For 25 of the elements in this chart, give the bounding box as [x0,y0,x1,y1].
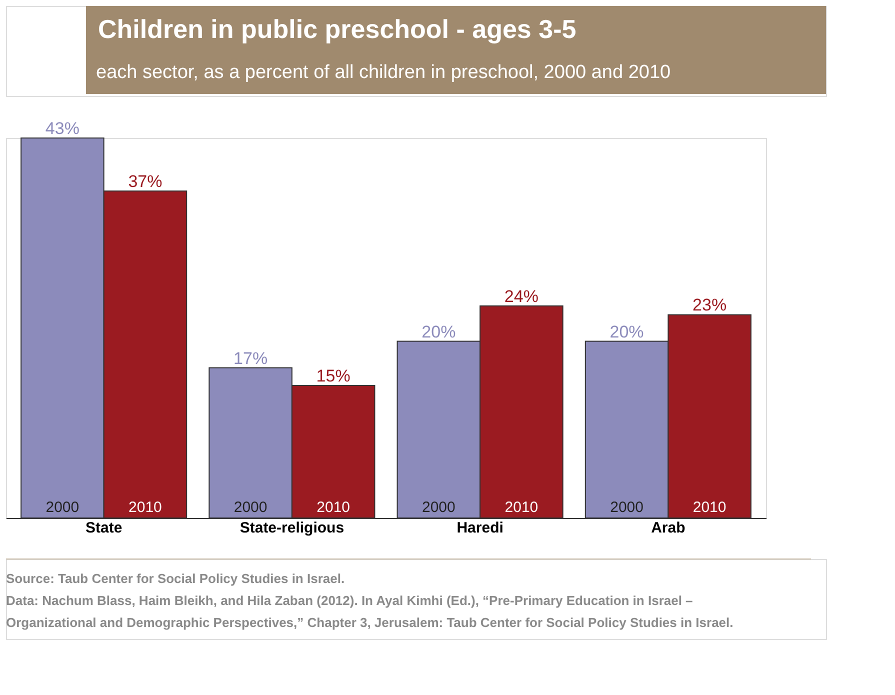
text: 2000 [610,499,644,516]
x-tick-label: Haredi [456,520,504,536]
data-label: 17% [234,348,268,368]
data-label: 20% [422,322,456,342]
text: Organizational and Demographic Perspectives,” Chapter 3, Jerusalem: Taub Center for Social Policy Studies in Israel. [6,615,734,630]
x-tick-label: State [85,520,122,536]
data-label: 20% [610,322,644,342]
text: 2010 [692,499,726,516]
series-label: 2000 [46,499,80,516]
text: 2000 [422,499,456,516]
source-note: Source: Taub Center for Social Policy Studies in Israel. [6,571,345,586]
series-label: 2010 [128,499,162,516]
data-label: 24% [504,286,538,306]
chart-title: Children in public preschool - ages 3-5 [98,14,576,44]
text: 2000 [234,499,268,516]
x-tick-label: Arab [651,520,686,536]
data-label: 23% [692,296,727,315]
chart-subtitle: each sector, as a percent of all children in preschool, 2000 and 2010 [96,62,671,83]
text: 2010 [316,499,350,516]
data-label: 43% [45,119,80,138]
text: 2010 [504,499,538,516]
data-label: 37% [128,172,162,192]
text: Data: Nachum Blass, Haim Bleikh, and Hila Zaban (2012). In Ayal Kimhi (Ed.), “Pre-Primary Education in Israel – [6,593,693,608]
x-tick-label: State-religious [240,520,344,536]
data-label: 15% [316,366,350,386]
